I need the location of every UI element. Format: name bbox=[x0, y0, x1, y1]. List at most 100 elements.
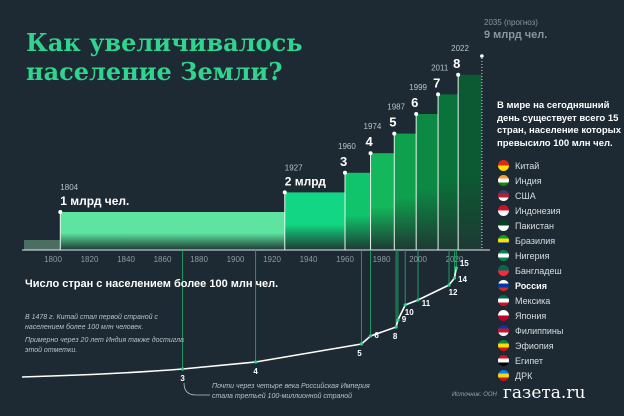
legend-item: Россия bbox=[498, 278, 563, 293]
title-line-1: Как увеличивалось bbox=[26, 28, 303, 57]
step-marker bbox=[456, 72, 461, 77]
legend-item: Эфиопия bbox=[498, 338, 563, 353]
country-count-label: 3 bbox=[180, 374, 185, 383]
step-year-label: 1987 bbox=[387, 103, 405, 112]
legend-label: Бангладеш bbox=[515, 265, 562, 276]
countries-line bbox=[21, 267, 458, 378]
legend-item: Индия bbox=[498, 173, 563, 188]
country-count-label: 8 bbox=[393, 332, 398, 341]
step-year-label: 1960 bbox=[338, 142, 356, 151]
population-bar bbox=[458, 74, 482, 250]
country-point bbox=[396, 318, 400, 322]
legend-item: Нигерия bbox=[498, 248, 563, 263]
legend-label: Нигерия bbox=[515, 250, 550, 261]
step-year-label: 1999 bbox=[409, 83, 427, 92]
title-line-2: население Земли? bbox=[26, 57, 283, 86]
note-china: В 1478 г. Китай стал первой страной с на… bbox=[25, 314, 158, 331]
legend-item: Индонезия bbox=[498, 203, 563, 218]
population-bar bbox=[345, 172, 371, 250]
population-bar bbox=[60, 212, 285, 250]
legend-label: Филиппины bbox=[515, 325, 564, 336]
legend-item: Бангладеш bbox=[498, 263, 563, 278]
legend-label: Бразилия bbox=[515, 235, 556, 246]
country-point bbox=[180, 367, 185, 371]
step-value-label: 1 млрд чел. bbox=[60, 194, 129, 208]
legend-label: Мексика bbox=[515, 295, 551, 306]
step-year-label: 2011 bbox=[431, 63, 449, 72]
legend-label: США bbox=[515, 190, 536, 201]
flag-icon bbox=[498, 340, 509, 351]
x-tick-label: 1980 bbox=[373, 255, 391, 264]
flag-icon bbox=[498, 250, 509, 261]
country-point bbox=[253, 360, 258, 364]
step-value-label: 8 bbox=[453, 56, 460, 71]
note-russia: Почти через четыре века Российская Импер… bbox=[212, 383, 370, 400]
legend-label: ДРК bbox=[515, 370, 533, 381]
page-title: Как увеличивалось население Земли? bbox=[26, 28, 303, 86]
forecast-year: 2035 (прогноз) bbox=[484, 18, 538, 27]
x-tick-label: 1840 bbox=[117, 255, 135, 264]
population-bar bbox=[370, 153, 395, 250]
flag-icon bbox=[498, 265, 509, 276]
step-marker bbox=[282, 190, 287, 195]
x-tick-label: 1880 bbox=[190, 255, 208, 264]
country-count-label: 6 bbox=[374, 331, 379, 340]
population-bar bbox=[416, 114, 439, 250]
legend-item: Япония bbox=[498, 308, 563, 323]
country-point bbox=[452, 276, 457, 280]
step-marker bbox=[58, 210, 63, 214]
country-count-label: 5 bbox=[357, 349, 362, 358]
flag-icon bbox=[498, 220, 509, 231]
x-tick-label: 1960 bbox=[336, 255, 354, 264]
country-legend: Китай Индия США Индонезия Пакистан Бразилия Ни… bbox=[498, 158, 563, 383]
flag-icon bbox=[498, 355, 509, 366]
legend-item: Мексика bbox=[498, 293, 563, 308]
country-point bbox=[368, 334, 373, 338]
x-tick-label: 1940 bbox=[300, 255, 318, 264]
flag-icon bbox=[498, 175, 509, 186]
step-marker bbox=[343, 170, 347, 175]
population-bar bbox=[284, 192, 345, 250]
country-count-label: 15 bbox=[460, 259, 469, 268]
legend-item: Филиппины bbox=[498, 323, 563, 338]
legend-label: Индонезия bbox=[515, 205, 561, 216]
step-value-label: 5 bbox=[389, 115, 396, 130]
legend-item: Египет bbox=[498, 353, 563, 368]
population-bar bbox=[438, 94, 459, 251]
step-marker bbox=[436, 92, 441, 97]
countries-subhead: Число стран с населением более 100 млн ч… bbox=[25, 278, 279, 290]
logo: газета.ru bbox=[503, 383, 586, 403]
legend-label: Пакистан bbox=[515, 220, 554, 231]
country-count-label: 11 bbox=[422, 299, 431, 308]
step-year-label: 1927 bbox=[285, 163, 303, 172]
country-point bbox=[447, 283, 451, 287]
step-value-label: 4 bbox=[366, 134, 374, 149]
flag-icon bbox=[498, 190, 509, 201]
flag-icon bbox=[498, 310, 509, 321]
aside-text: В мире на сегодняшний день существует вс… bbox=[497, 100, 622, 149]
pre-1804-bar bbox=[24, 240, 60, 250]
country-count-label: 9 bbox=[402, 315, 407, 324]
step-marker bbox=[368, 151, 373, 156]
legend-item: Пакистан bbox=[498, 218, 563, 233]
x-tick-label: 1900 bbox=[227, 255, 245, 264]
population-bar bbox=[394, 133, 417, 250]
country-count-label: 14 bbox=[458, 275, 467, 284]
step-year-label: 2022 bbox=[451, 44, 469, 53]
legend-label: Эфиопия bbox=[515, 340, 554, 351]
country-point bbox=[359, 342, 364, 346]
step-value-label: 3 bbox=[340, 154, 347, 169]
x-tick-label: 1860 bbox=[154, 255, 172, 264]
step-year-label: 1974 bbox=[364, 122, 382, 131]
legend-item: Китай bbox=[498, 158, 563, 173]
step-value-label: 6 bbox=[411, 95, 418, 110]
legend-label: Египет bbox=[515, 355, 544, 366]
note-china-india: В 1478 г. Китай стал первой страной с на… bbox=[25, 313, 195, 356]
legend-label: Китай bbox=[515, 160, 540, 171]
legend-item: ДРК bbox=[498, 368, 563, 383]
legend-label: Япония bbox=[515, 310, 547, 321]
x-tick-label: 1820 bbox=[81, 255, 99, 264]
flag-icon bbox=[498, 235, 509, 246]
country-point bbox=[416, 298, 420, 302]
step-marker bbox=[392, 131, 397, 136]
